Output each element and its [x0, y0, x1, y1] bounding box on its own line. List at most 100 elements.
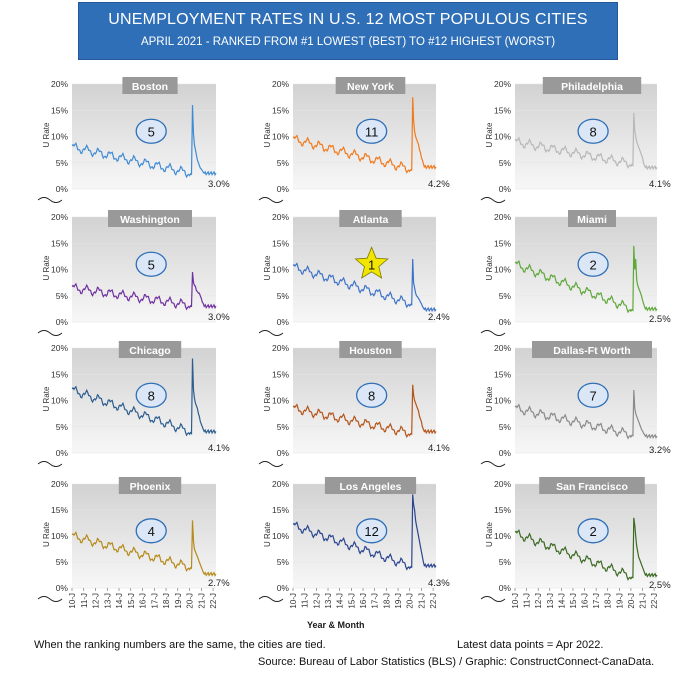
y-axis-label: U Rate: [485, 255, 494, 280]
city-name: Dallas-Ft Worth: [553, 345, 630, 357]
y-tick-label: 0%: [499, 448, 512, 458]
y-tick-label: 0%: [277, 448, 290, 458]
y-tick-label: 0%: [499, 317, 512, 327]
x-tick-label: 13-J: [324, 593, 333, 609]
city-tag: [108, 210, 192, 227]
last-value-label: 4.1%: [208, 443, 230, 454]
rank-number: 7: [589, 388, 596, 403]
city-name: Boston: [132, 81, 168, 93]
y-tick-label: 20%: [494, 343, 511, 353]
city-tag: [118, 341, 182, 358]
y-tick-label: 5%: [499, 557, 512, 567]
y-tick-label: 0%: [499, 184, 512, 194]
series-line: [514, 245, 658, 314]
y-tick-label: 20%: [51, 212, 68, 222]
x-tick-label: 20-J: [406, 593, 415, 609]
y-axis-label: U Rate: [263, 255, 272, 280]
last-value-label: 4.3%: [428, 578, 450, 589]
rank-number: 2: [589, 257, 596, 272]
x-tick-label: 21-J: [639, 593, 648, 609]
last-value-label: 4.1%: [649, 179, 671, 190]
rank-badge: [355, 118, 388, 144]
x-tick-label: 11-J: [301, 593, 310, 608]
rank-number: 2: [589, 524, 596, 539]
rank-number: 12: [364, 524, 378, 539]
y-tick-label: 0%: [277, 317, 290, 327]
tied-note: When the ranking numbers are the same, t…: [34, 639, 326, 651]
panel-miami: 0% 5% 10% 15% 20% U Rate Miami 2 2.5%: [480, 210, 671, 336]
panel-dallas-ft-worth: 0% 5% 10% 15% 20% U Rate Dallas-Ft Worth 7 3.2%: [480, 341, 671, 467]
y-tick-label: 0%: [277, 184, 290, 194]
y-axis-label: U Rate: [42, 122, 51, 147]
rank-badge: [135, 382, 167, 408]
panel-houston: 0% 5% 10% 15% 20% U Rate Houston 8 4.1%: [258, 341, 450, 467]
panel-atlanta: 0% 5% 10% 15% 20% U Rate Atlanta 1 2.4%: [258, 210, 450, 336]
y-tick-label: 15%: [51, 105, 68, 115]
title-banner: UNEMPLOYMENT RATES IN U.S. 12 MOST POPUL…: [78, 2, 618, 60]
series-line: [71, 520, 217, 577]
rank-number: 11: [365, 124, 379, 139]
city-tag: [532, 341, 652, 358]
y-tick-label: 0%: [56, 448, 69, 458]
city-name: Houston: [349, 345, 392, 357]
last-value-label: 2.5%: [649, 580, 671, 591]
axis-break-icon: [37, 330, 63, 336]
y-tick-label: 15%: [272, 105, 289, 115]
y-tick-label: 20%: [272, 479, 289, 489]
x-tick-label: 17-J: [371, 593, 380, 609]
y-tick-label: 10%: [51, 396, 68, 406]
x-tick-label: 12-J: [312, 593, 321, 609]
y-tick-label: 10%: [51, 132, 68, 142]
x-tick-label: 14-J: [115, 593, 124, 609]
city-name: Miami: [577, 214, 607, 226]
panel-new-york: 0% 5% 10% 15% 20% U Rate New York 11 4.2%: [258, 77, 450, 203]
rank-star-icon: [354, 246, 389, 279]
panel-san-francisco: 0% 5% 10% 15% 20% U Rate San Francisco 2 2.5% 10-…: [480, 477, 671, 609]
y-tick-label: 15%: [272, 238, 289, 248]
x-tick-label: 19-J: [615, 593, 624, 609]
y-axis-label: U Rate: [263, 386, 272, 411]
x-tick-label: 11-J: [80, 593, 89, 608]
series-line: [292, 494, 437, 571]
rank-badge: [577, 382, 609, 408]
rank-number: 4: [148, 524, 155, 539]
x-tick-label: 18-J: [382, 593, 391, 609]
axis-break-icon: [258, 461, 284, 467]
city-tag: [335, 77, 406, 94]
city-name: Chicago: [129, 345, 170, 357]
city-tag: [324, 477, 417, 494]
x-tick-label: 16-J: [581, 593, 590, 609]
city-tag: [542, 77, 642, 94]
x-tick-label: 15-J: [347, 593, 356, 609]
city-tag: [118, 477, 182, 494]
city-name: New York: [347, 81, 394, 93]
rank-badge: [135, 118, 167, 144]
rank-number: 8: [368, 388, 375, 403]
series-line: [292, 258, 437, 313]
city-name: Los Angeles: [339, 481, 401, 493]
y-tick-label: 5%: [499, 158, 512, 168]
panel-chicago: 0% 5% 10% 15% 20% U Rate Chicago 8 4.1%: [37, 341, 230, 467]
chart-title: UNEMPLOYMENT RATES IN U.S. 12 MOST POPUL…: [108, 11, 588, 28]
series-line: [514, 112, 658, 171]
x-tick-label: 10-J: [289, 593, 298, 609]
latest-note: Latest data points = Apr 2022.: [457, 639, 604, 651]
y-tick-label: 10%: [272, 531, 289, 541]
x-tick-label: 19-J: [174, 593, 183, 609]
y-axis-label: U Rate: [263, 522, 272, 547]
city-name: Philadelphia: [561, 81, 623, 93]
city-name: Phoenix: [130, 481, 171, 493]
y-tick-label: 5%: [56, 158, 69, 168]
x-tick-label: 13-J: [103, 593, 112, 609]
last-value-label: 2.5%: [649, 314, 671, 325]
y-axis-label: U Rate: [485, 386, 494, 411]
y-tick-label: 0%: [499, 583, 512, 593]
x-tick-label: 17-J: [592, 593, 601, 609]
x-tick-label: 20-J: [186, 593, 195, 609]
y-tick-label: 5%: [499, 422, 512, 432]
x-tick-label: 16-J: [359, 593, 368, 609]
series-line: [71, 358, 217, 437]
last-value-label: 3.2%: [649, 445, 671, 456]
y-tick-label: 0%: [56, 583, 69, 593]
series-line: [292, 97, 437, 174]
